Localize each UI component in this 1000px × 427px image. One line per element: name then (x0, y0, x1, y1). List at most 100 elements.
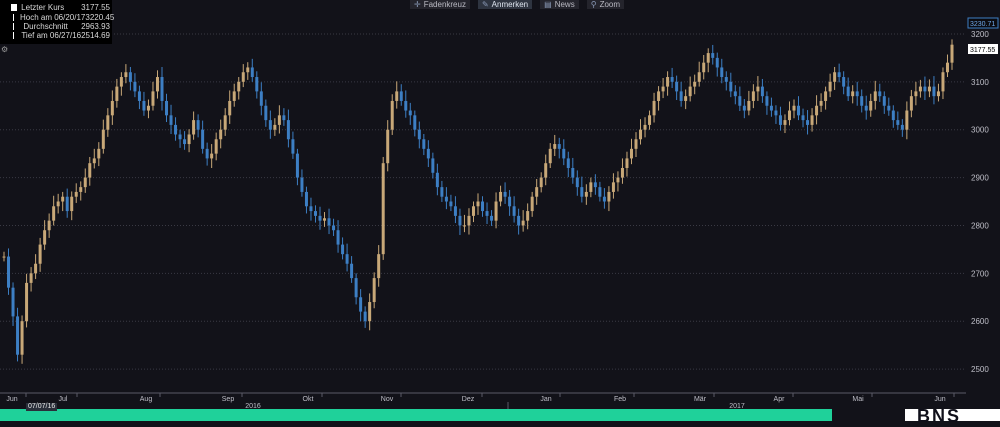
price-bar[interactable] (174, 124, 178, 135)
price-bar[interactable] (453, 206, 457, 216)
price-bar[interactable] (571, 167, 575, 178)
price-bar[interactable] (729, 81, 733, 92)
price-bar[interactable] (128, 72, 132, 82)
price-bar[interactable] (386, 129, 390, 164)
price-bar[interactable] (548, 148, 552, 164)
price-bar[interactable] (941, 72, 945, 92)
price-bar[interactable] (900, 124, 904, 130)
price-bar[interactable] (706, 53, 710, 63)
price-bar[interactable] (467, 215, 471, 226)
price-bar[interactable] (16, 316, 20, 355)
price-bar[interactable] (751, 91, 755, 101)
price-bar[interactable] (133, 81, 137, 92)
price-bar[interactable] (824, 91, 828, 101)
price-bar[interactable] (313, 211, 317, 216)
price-bar[interactable] (363, 311, 367, 322)
price-bar[interactable] (860, 96, 864, 106)
price-bar[interactable] (83, 177, 87, 188)
price-bar[interactable] (345, 254, 349, 264)
price-bar[interactable] (106, 115, 110, 130)
price-bar[interactable] (79, 187, 83, 192)
annotate-button[interactable]: ✎ Anmerken (477, 0, 533, 9)
price-bar[interactable] (413, 115, 417, 130)
price-bar[interactable] (381, 163, 385, 255)
price-bar[interactable] (449, 201, 453, 207)
price-bar[interactable] (697, 72, 701, 82)
price-bar[interactable] (219, 129, 223, 140)
price-bar[interactable] (155, 77, 159, 92)
price-bar[interactable] (797, 105, 801, 116)
price-bar[interactable] (426, 148, 430, 159)
price-bar[interactable] (395, 91, 399, 101)
price-bar[interactable] (602, 196, 606, 202)
price-bar[interactable] (350, 263, 354, 279)
price-bar[interactable] (286, 120, 290, 140)
price-bar[interactable] (268, 120, 272, 130)
price-bar[interactable] (720, 67, 724, 78)
price-bar[interactable] (291, 139, 295, 154)
price-bar[interactable] (873, 91, 877, 101)
price-bar[interactable] (539, 177, 543, 188)
price-bar[interactable] (368, 302, 372, 322)
price-bar[interactable] (458, 215, 462, 226)
price-bar[interactable] (634, 139, 638, 149)
price-bar[interactable] (223, 115, 227, 130)
price-bar[interactable] (657, 91, 661, 101)
price-bar[interactable] (485, 211, 489, 216)
price-bar[interactable] (945, 62, 949, 73)
price-bar[interactable] (815, 105, 819, 116)
price-bar[interactable] (517, 215, 521, 226)
price-bar[interactable] (629, 148, 633, 159)
price-bar[interactable] (580, 187, 584, 197)
price-bar[interactable] (259, 91, 263, 106)
price-bar[interactable] (688, 86, 692, 97)
price-bar[interactable] (201, 129, 205, 149)
price-bar[interactable] (769, 105, 773, 111)
price-bar[interactable] (508, 196, 512, 207)
price-bar[interactable] (566, 158, 570, 168)
price-bar[interactable] (481, 201, 485, 212)
price-bar[interactable] (318, 215, 322, 221)
price-bar[interactable] (228, 100, 232, 116)
price-bar[interactable] (936, 91, 940, 97)
price-bar[interactable] (440, 187, 444, 197)
price-bar[interactable] (88, 163, 92, 178)
price-bar[interactable] (887, 105, 891, 111)
price-bar[interactable] (165, 100, 169, 116)
price-bar[interactable] (783, 120, 787, 125)
price-bar[interactable] (842, 77, 846, 87)
price-bar[interactable] (535, 187, 539, 197)
price-bar[interactable] (137, 91, 141, 101)
price-bar[interactable] (625, 158, 629, 168)
price-bar[interactable] (661, 86, 665, 92)
price-bar[interactable] (210, 153, 214, 159)
price-bar[interactable] (760, 86, 764, 97)
price-bar[interactable] (404, 100, 408, 111)
price-bar[interactable] (855, 91, 859, 97)
price-bar[interactable] (490, 215, 494, 221)
price-bar[interactable] (142, 100, 146, 111)
price-bar[interactable] (833, 72, 837, 82)
price-bar[interactable] (246, 67, 250, 73)
price-bar[interactable] (828, 81, 832, 92)
price-bar[interactable] (864, 105, 868, 111)
price-bar[interactable] (151, 91, 155, 106)
price-bar[interactable] (905, 110, 909, 130)
price-bar[interactable] (918, 86, 922, 92)
price-bar[interactable] (837, 72, 841, 78)
price-bar[interactable] (124, 72, 128, 78)
price-bar[interactable] (846, 86, 850, 97)
price-bar[interactable] (25, 282, 29, 322)
price-bar[interactable] (146, 105, 150, 111)
price-bar[interactable] (806, 120, 810, 125)
price-bar[interactable] (932, 86, 936, 97)
price-bar[interactable] (702, 62, 706, 73)
price-bar[interactable] (738, 96, 742, 106)
price-bar[interactable] (417, 129, 421, 140)
price-bar[interactable] (70, 196, 74, 212)
price-bar[interactable] (765, 96, 769, 106)
price-bar[interactable] (29, 273, 33, 283)
price-bar[interactable] (476, 201, 480, 207)
price-bar[interactable] (237, 81, 241, 92)
price-bar[interactable] (354, 278, 358, 298)
